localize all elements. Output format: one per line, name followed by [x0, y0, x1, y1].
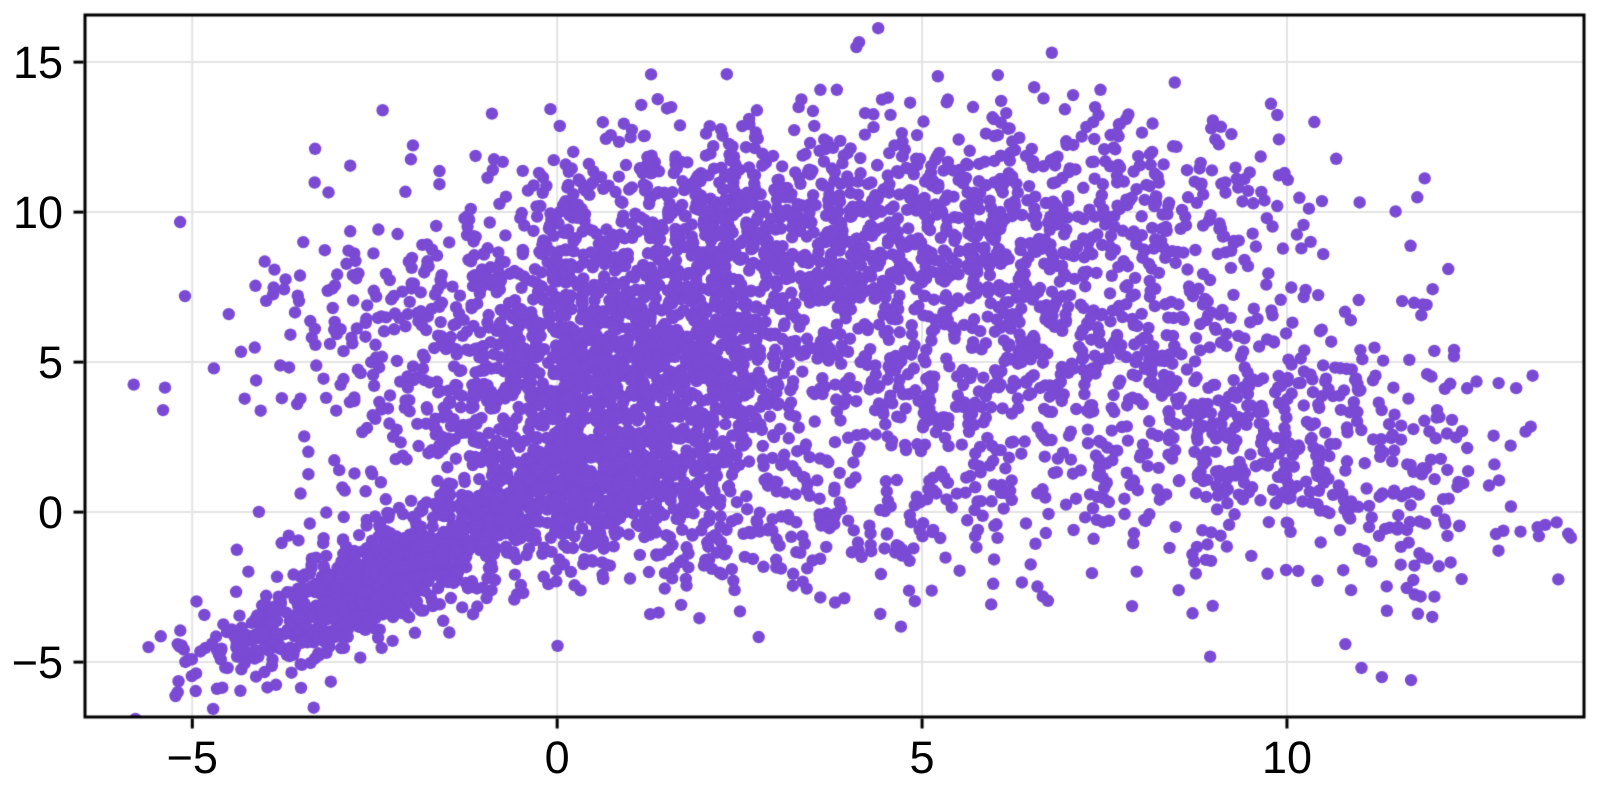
x-tick-label: 10: [1261, 732, 1312, 783]
y-tick-label: 0: [37, 487, 63, 539]
y-tick-label: 5: [37, 337, 63, 389]
x-tick-label: 0: [544, 732, 570, 783]
y-tick-label: 15: [12, 37, 63, 89]
x-tick-label: 5: [909, 732, 935, 783]
y-tick-label: 10: [12, 187, 63, 239]
y-tick-label: −5: [11, 637, 63, 689]
x-tick-label: −5: [166, 732, 218, 783]
